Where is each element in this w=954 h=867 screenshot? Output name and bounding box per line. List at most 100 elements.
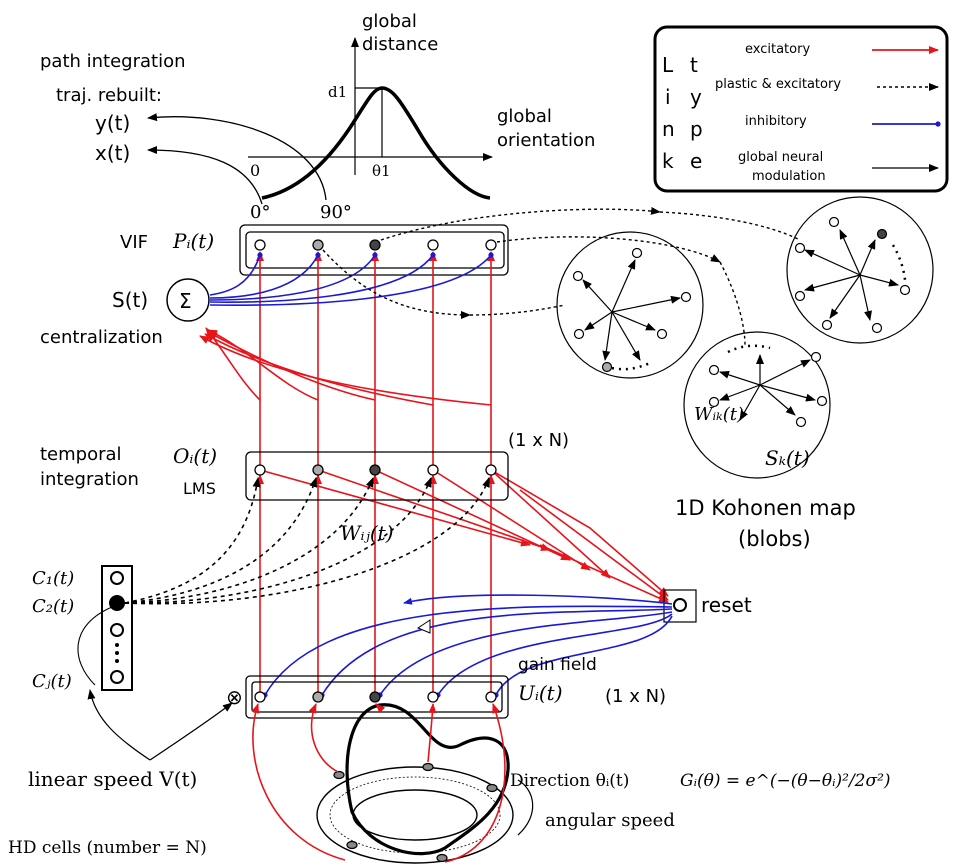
plastic-lms-5: [124, 477, 490, 605]
speed-to-context-arrow: [87, 689, 151, 761]
plastic-lms-2: [124, 477, 318, 604]
gain-field-neurons: [254, 691, 497, 703]
hd-to-u-5: [444, 703, 506, 863]
global-orientation-plot: d1 θ1 0 global distance global orientati…: [248, 11, 595, 223]
reset-neuron: [673, 598, 687, 612]
hd-cell-3: [486, 783, 498, 793]
context-neuron-j: [110, 670, 124, 684]
legend-title-e: e: [690, 149, 702, 173]
hd-cell-5: [436, 853, 448, 863]
inhibitory-sum-3: [209, 252, 378, 301]
hd-cells-label: HD cells (number = N): [8, 838, 207, 858]
vif-neuron-1: [254, 239, 266, 251]
o-i-label: Oᵢ(t): [173, 444, 217, 468]
traj-rebuilt-label: traj. rebuilt:: [56, 85, 162, 106]
angular-speed-label: angular speed: [545, 810, 675, 831]
x-t-label: x(t): [95, 141, 130, 165]
sum-neuron: [166, 278, 210, 322]
gain-field-label: gain field: [518, 655, 597, 675]
s-k-label: Sₖ(t): [765, 446, 810, 470]
gain-field-layer: gain field Uᵢ(t) (1 x N) ⊗: [226, 655, 666, 719]
reset-fan-3: [374, 469, 571, 561]
vif-neuron-2: [312, 239, 324, 251]
legend-title-y: y: [690, 85, 702, 109]
vif-to-kohonen-1: [380, 206, 661, 241]
kohonen-blob-left: [556, 231, 704, 379]
gaussian-label: Gᵢ(θ) = e^(−(θ−θᵢ)²/2σ²): [680, 771, 891, 791]
vif-neuron-4: [427, 239, 439, 251]
y-t-label: y(t): [95, 111, 130, 135]
u-box-outer: [245, 675, 509, 719]
legend-modulation-label-2: modulation: [752, 169, 826, 184]
inhibitory-sum-2: [209, 252, 321, 299]
context-neuron-3: [110, 623, 124, 637]
inhibitory-centralization-connections: [209, 252, 494, 306]
reset-group: reset: [663, 589, 752, 623]
hd-ring-inner: [352, 789, 478, 841]
reset-label: reset: [701, 593, 752, 617]
inhibitory-sum-4: [209, 252, 436, 303]
legend-excitatory-label: excitatory: [745, 42, 810, 57]
d1-label: d1: [328, 83, 347, 101]
speed-to-multiply-arrow: [149, 702, 233, 761]
lms-label: LMS: [183, 479, 216, 498]
lms-layer: temporal integration Oᵢ(t) LMS (1 x N) W…: [40, 430, 569, 545]
lms-neuron-4: [427, 464, 439, 476]
reset-fan-2: [317, 469, 551, 551]
u-neuron-5: [485, 691, 497, 703]
blob-left-circle: [556, 231, 704, 379]
reset-inhibit-u1: [262, 605, 673, 698]
vif-neurons: [254, 239, 497, 251]
sigma-symbol: Σ: [179, 289, 192, 313]
hd-cell-4: [346, 840, 358, 850]
reset-fan-4: [432, 469, 591, 571]
inhibitory-sum-5: [209, 252, 494, 306]
c1-label: C₁(t): [32, 568, 74, 589]
legend-title-l: L: [662, 53, 674, 77]
zero-label: 0: [250, 161, 260, 180]
legend-title-k: k: [662, 149, 674, 173]
context-neurons: C₁(t) C₂(t) Cⱼ(t): [32, 565, 133, 692]
hd-activity-profile: [345, 703, 510, 856]
linear-speed-group: linear speed V(t): [28, 689, 233, 791]
path-integration-group: path integration traj. rebuilt: y(t) x(t…: [40, 51, 327, 205]
vif-neuron-3: [369, 239, 381, 251]
kohonen-map-label: 1D Kohonen map: [675, 496, 856, 520]
theta1-label: θ1: [372, 162, 391, 180]
reset-fan-1: [259, 469, 531, 547]
blob-topright-circle: [786, 196, 934, 344]
lms-neuron-5: [485, 464, 497, 476]
zero-degree-label: 0°: [250, 202, 270, 223]
vif-layer: VIF Pᵢ(t): [120, 224, 509, 276]
angular-speed-bracket: [517, 779, 534, 836]
plastic-lms-1: [124, 477, 261, 604]
one-by-n-top-label: (1 x N): [508, 430, 569, 451]
hd-cells-group: angular speed HD cells (number = N) Dire…: [8, 703, 891, 864]
lms-neuron-3: [369, 464, 381, 476]
vif-to-kohonen-1b: [659, 211, 801, 241]
vif-box-outer: [239, 224, 509, 276]
hd-to-u-4: [427, 703, 437, 763]
kohonen-map: Wᵢₖ(t) Sₖ(t) 1D Kohonen map (blobs): [556, 196, 934, 551]
centralization-input-2: [207, 329, 319, 401]
vif-to-kohonen-2: [496, 236, 721, 263]
cj-label: Cⱼ(t): [32, 671, 72, 692]
w-ik-label: Wᵢₖ(t): [694, 404, 744, 425]
hd-cell-1: [333, 770, 345, 780]
gaussian-curve: [261, 86, 491, 200]
reset-fan-to-neuron-1: [490, 469, 669, 597]
hd-ring-outer: [316, 766, 514, 864]
lms-neuron-1: [254, 464, 266, 476]
vif-to-kohonen-3: [322, 249, 471, 319]
kohonen-blobs-label: (blobs): [738, 527, 811, 551]
u-neuron-1: [254, 691, 266, 703]
hd-to-u-3: [375, 703, 386, 714]
w-ij-label: Wᵢⱼ(t): [340, 521, 394, 545]
reset-inhibit-u2: [319, 608, 673, 698]
hd-cell-2: [422, 762, 434, 772]
reset-fan-to-neuron-3: [539, 544, 669, 603]
legend-plastic-label: plastic & excitatory: [715, 77, 841, 92]
legend-modulation-label-1: global neural: [738, 150, 823, 165]
plastic-lms-3: [124, 477, 374, 604]
